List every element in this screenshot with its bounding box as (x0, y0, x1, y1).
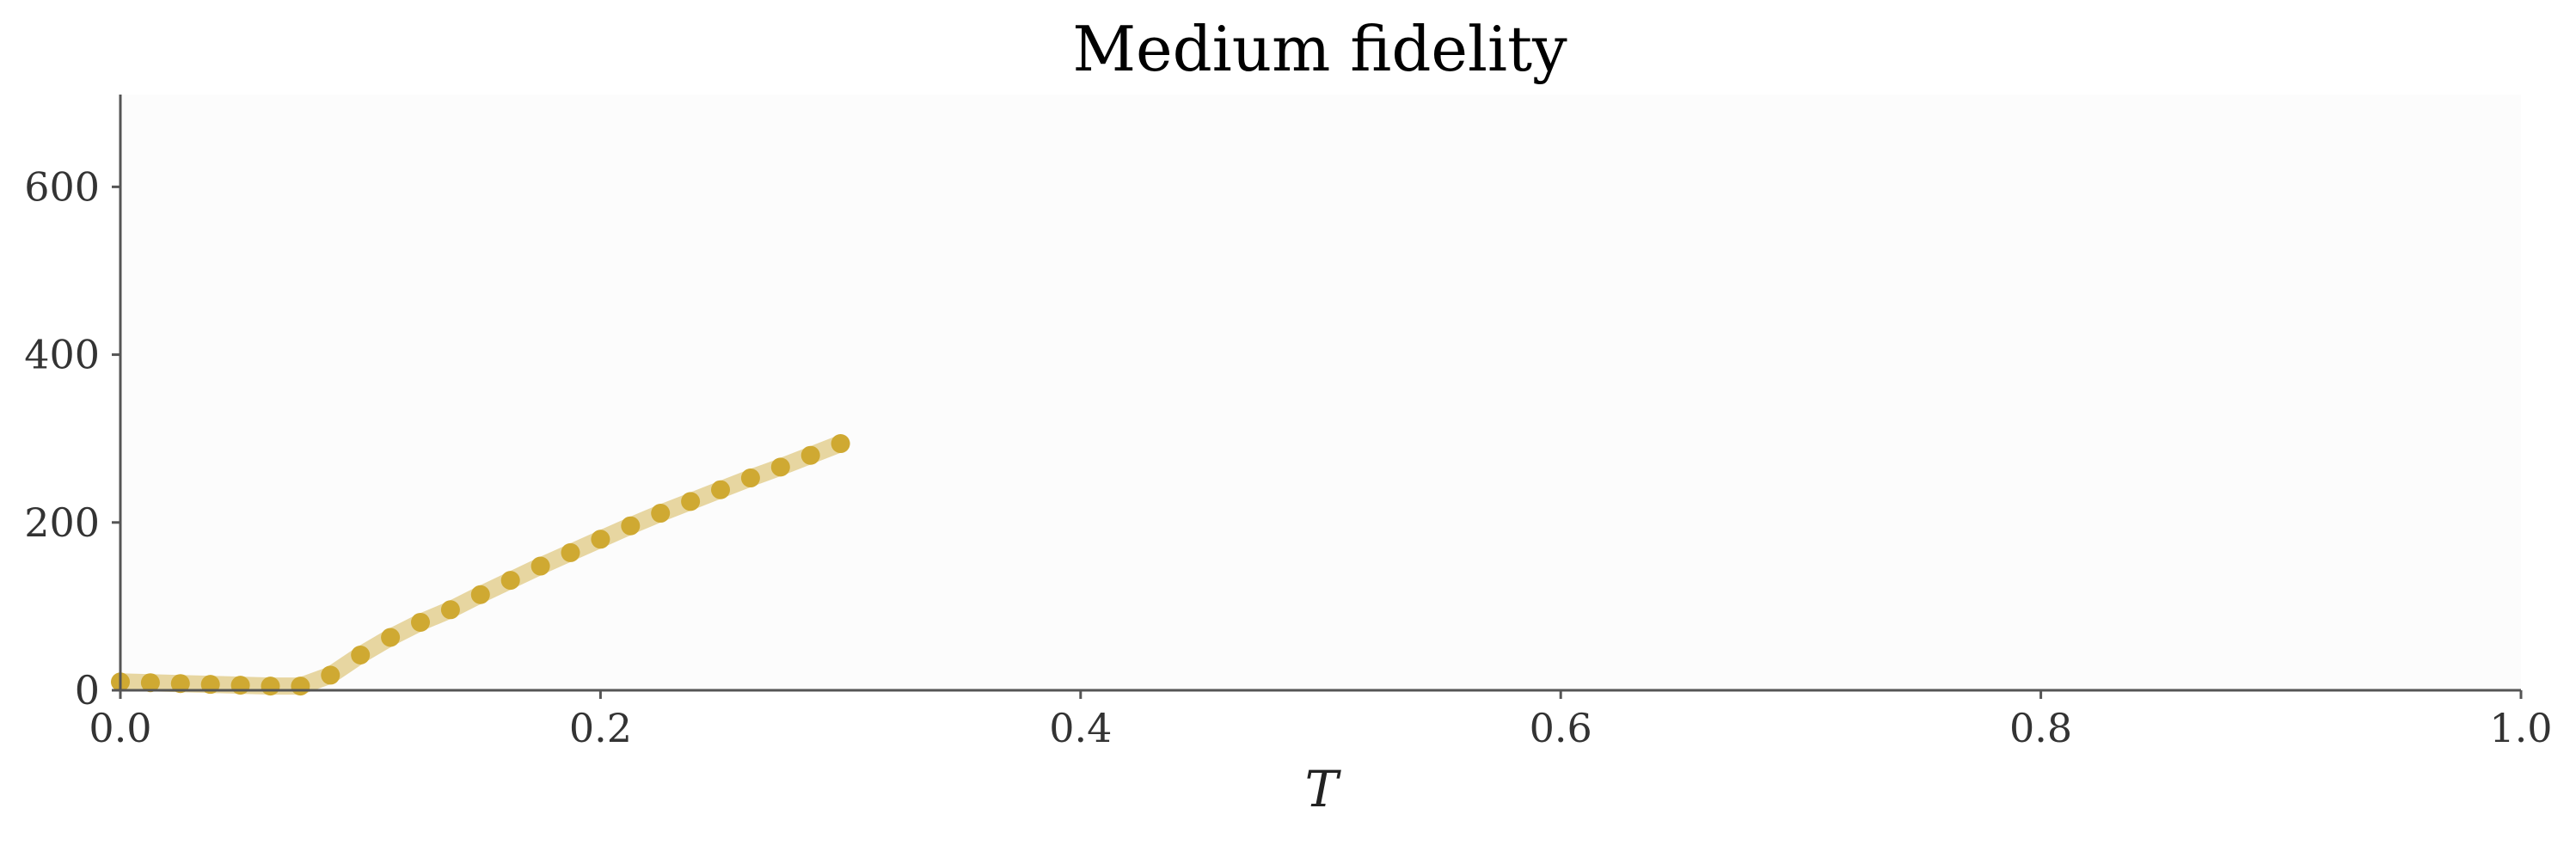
plot-background (122, 95, 2521, 690)
data-point (831, 434, 850, 454)
chart-title: Medium fidelity (1072, 13, 1567, 85)
y-ticks: 0 200 400 600 (24, 163, 120, 713)
y-tick-label: 0 (75, 667, 100, 713)
data-point (591, 530, 610, 549)
x-tick-label: 1.0 (2489, 705, 2552, 751)
data-point (770, 457, 790, 477)
data-point (351, 646, 371, 665)
data-point (230, 676, 250, 695)
x-axis-label: T (1305, 760, 1342, 818)
data-point (261, 677, 280, 696)
x-tick-label: 0.2 (569, 705, 632, 751)
data-point (681, 492, 701, 511)
x-tick-label: 0.8 (2009, 705, 2072, 751)
y-tick-label: 400 (24, 332, 100, 378)
x-tick-label: 0.0 (89, 705, 151, 751)
data-point (651, 504, 671, 524)
data-point (411, 612, 430, 632)
data-point (291, 677, 310, 696)
series-layer (111, 434, 850, 696)
x-tick-label: 0.4 (1049, 705, 1112, 751)
data-point (711, 480, 730, 499)
data-point (740, 468, 760, 488)
x-ticks: 0.0 0.2 0.4 0.6 0.8 1.0 (89, 690, 2553, 751)
data-point (321, 665, 340, 685)
data-point (170, 674, 190, 694)
y-tick-label: 200 (24, 499, 100, 546)
y-tick-label: 600 (24, 163, 100, 210)
data-point (561, 542, 580, 562)
data-point (140, 673, 160, 693)
data-point (800, 445, 820, 465)
data-point (470, 585, 490, 604)
data-point (381, 628, 401, 647)
data-point (621, 516, 641, 536)
x-tick-label: 0.6 (1530, 705, 1592, 751)
data-point (500, 571, 520, 591)
data-point (440, 600, 460, 620)
data-point (531, 556, 550, 576)
